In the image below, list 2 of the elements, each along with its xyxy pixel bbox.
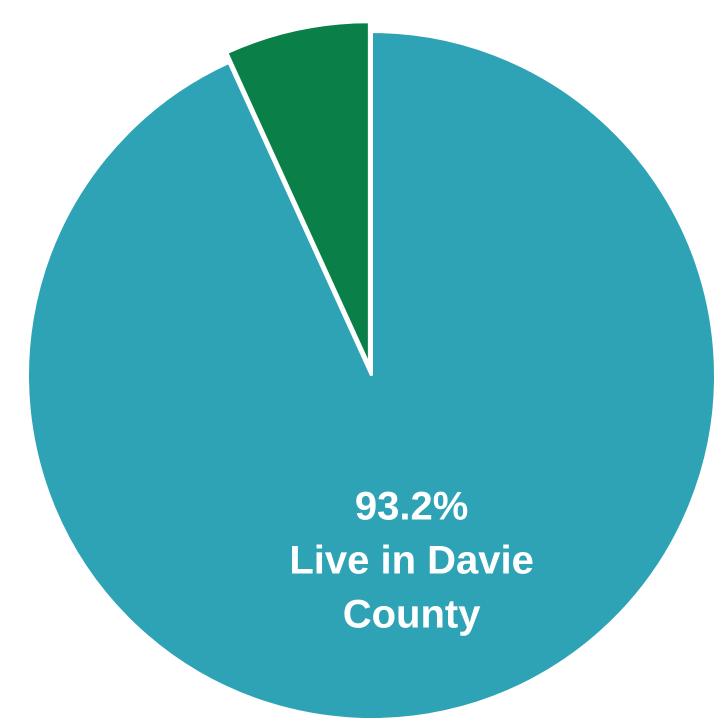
- slice-label: Live in Davie County: [289, 538, 534, 636]
- data-label: 93.2%: [354, 484, 468, 528]
